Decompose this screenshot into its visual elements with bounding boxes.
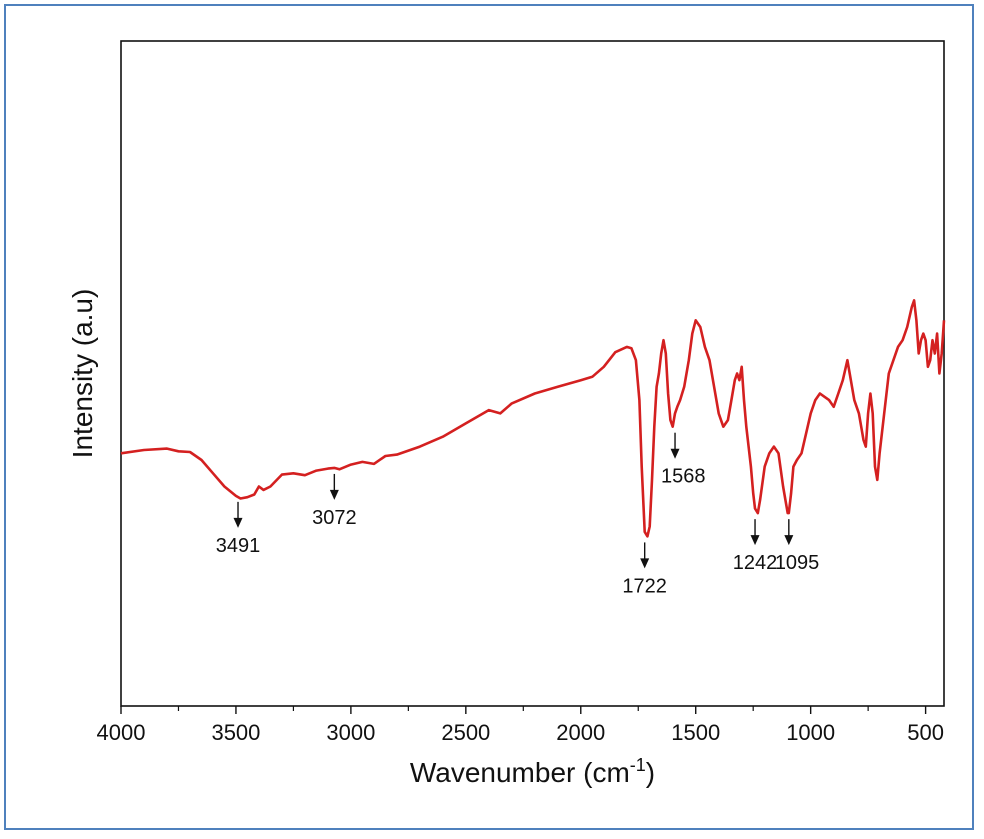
annotation-label: 3491: [216, 535, 261, 557]
figure-frame: [4, 4, 974, 830]
peak-annotation: 1095: [775, 519, 820, 574]
x-axis-title-close: ): [646, 757, 655, 788]
x-axis-title: Wavenumber (cm-1): [410, 755, 655, 788]
annotation-label: 1095: [775, 552, 820, 574]
annotation-arrow-head: [750, 535, 760, 546]
y-axis-title: Intensity (a.u): [67, 289, 98, 459]
plot-axes: [120, 40, 945, 707]
x-tick-label: 2500: [441, 720, 490, 745]
peak-annotation: 3072: [312, 473, 357, 529]
x-tick-label: 2000: [556, 720, 605, 745]
x-tick-label: 3500: [211, 720, 260, 745]
x-tick-label: 4000: [97, 720, 146, 745]
annotation-label: 1722: [622, 575, 667, 597]
x-tick-label: 1000: [786, 720, 835, 745]
peak-annotation: 1242: [733, 519, 778, 574]
annotation-label: 1242: [733, 552, 778, 574]
annotation-arrow-head: [670, 448, 680, 459]
annotation-arrow-head: [329, 489, 339, 500]
x-tick-label: 3000: [326, 720, 375, 745]
plot-box: [120, 40, 945, 707]
x-tick-label: 1500: [671, 720, 720, 745]
x-tick-label: 500: [907, 720, 944, 745]
x-axis-title-main: Wavenumber (cm: [410, 757, 630, 788]
annotation-label: 1568: [661, 466, 706, 488]
spectrum-line: [120, 299, 946, 538]
x-axis-ticks: 4000 3500 3000 2500 2000 1500 1000 500: [97, 706, 944, 745]
annotation-arrow-head: [784, 535, 794, 546]
peak-annotation: 1722: [622, 542, 667, 597]
peak-annotation: 1568: [661, 432, 706, 488]
annotation-arrow-head: [233, 517, 243, 528]
annotation-label: 3072: [312, 507, 357, 529]
peak-annotation: 3491: [216, 501, 261, 557]
annotation-arrow-head: [640, 558, 650, 569]
series-layer: [120, 299, 946, 538]
x-axis-title-superscript: -1: [630, 755, 646, 775]
